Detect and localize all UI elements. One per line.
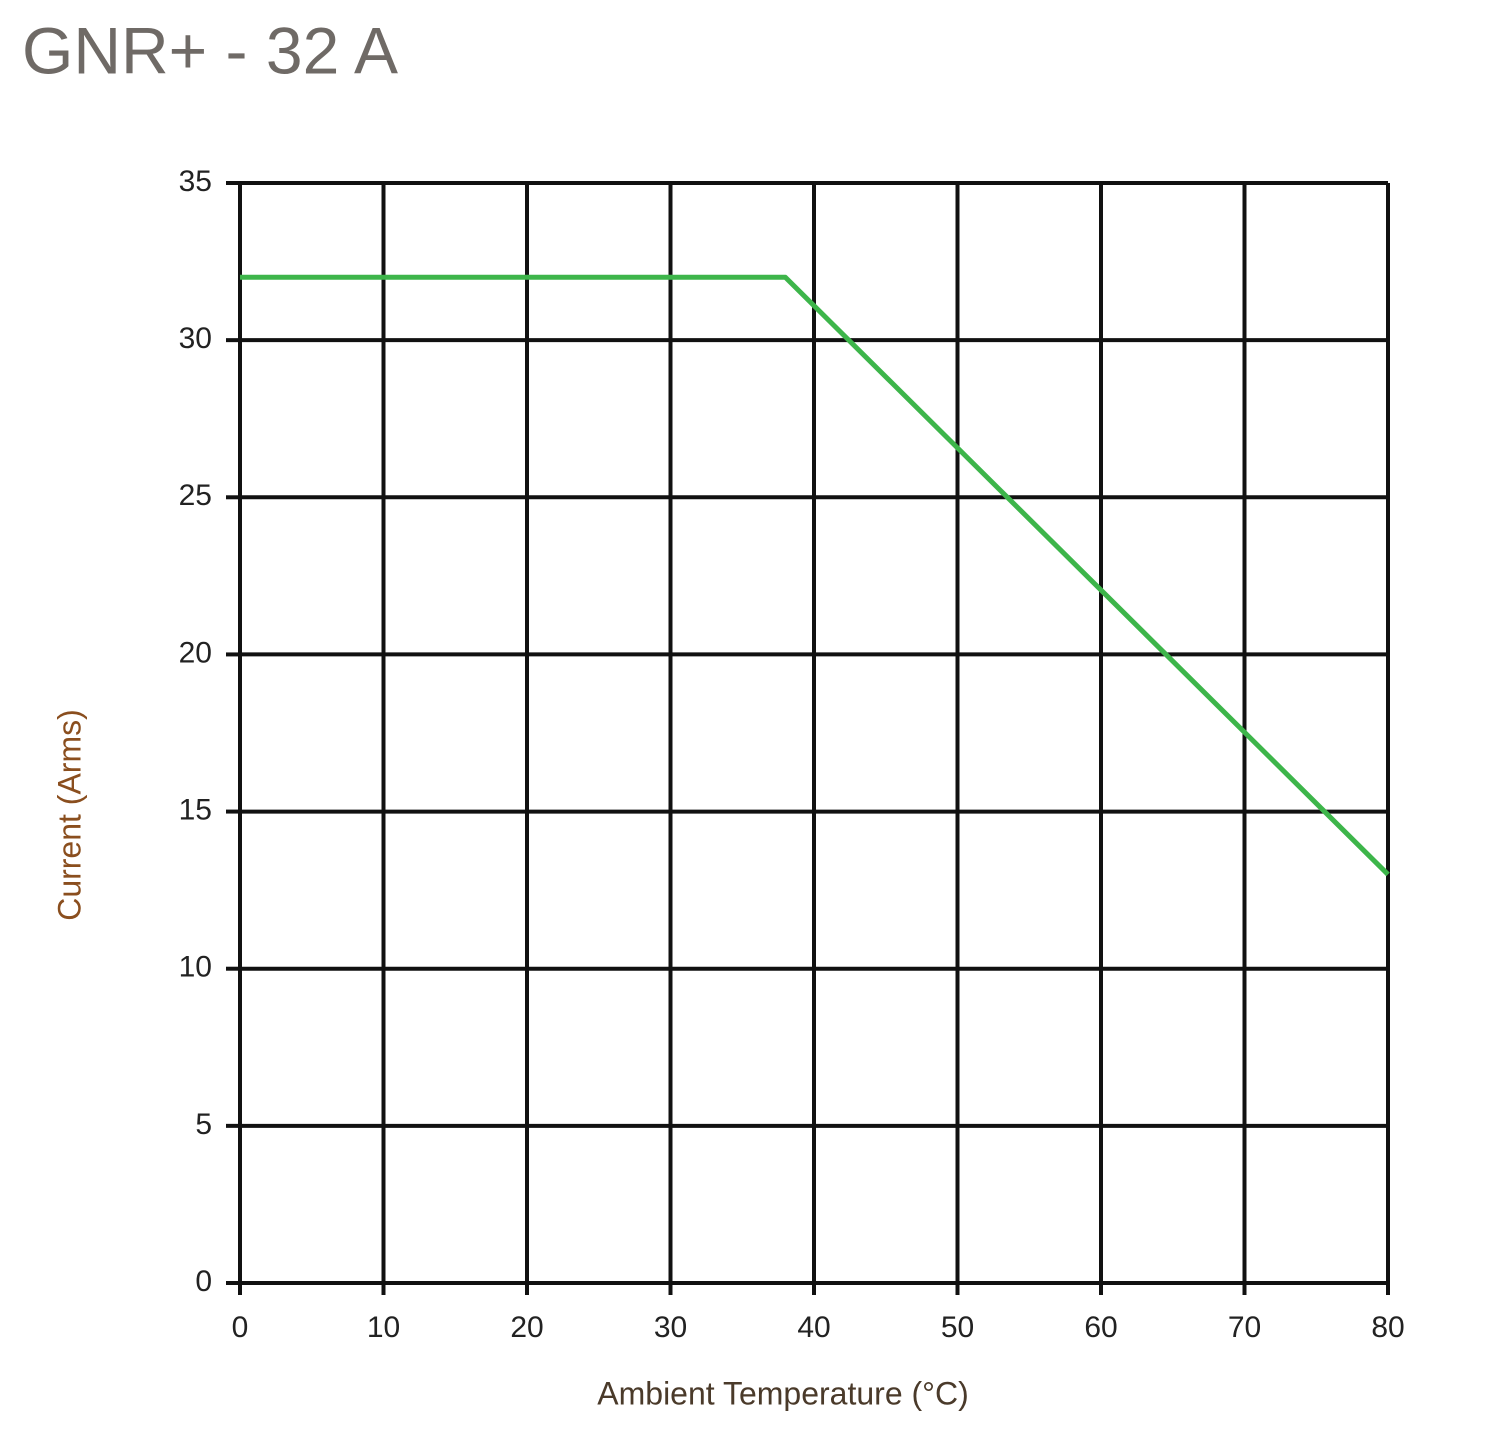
x-tick-label: 80 [1371, 1311, 1404, 1344]
y-tick-label: 5 [195, 1108, 212, 1141]
y-tick-label: 30 [179, 322, 212, 355]
x-tick-label: 30 [654, 1311, 687, 1344]
x-axis-label: Ambient Temperature (°C) [597, 1375, 968, 1411]
x-tick-label: 60 [1084, 1311, 1117, 1344]
x-tick-label: 50 [941, 1311, 974, 1344]
y-tick-label: 35 [179, 165, 212, 198]
x-tick-label: 0 [232, 1311, 249, 1344]
y-axis-label: Current (Arms) [51, 709, 87, 921]
chart-title: GNR+ - 32 A [22, 13, 398, 87]
y-tick-label: 20 [179, 636, 212, 669]
y-tick-label: 0 [195, 1265, 212, 1298]
x-tick-label: 70 [1228, 1311, 1261, 1344]
x-tick-label: 20 [510, 1311, 543, 1344]
x-tick-label: 10 [367, 1311, 400, 1344]
x-tick-label: 40 [797, 1311, 830, 1344]
y-tick-label: 10 [179, 951, 212, 984]
y-tick-label: 15 [179, 793, 212, 826]
data-line [240, 274, 1390, 877]
y-tick-label: 25 [179, 479, 212, 512]
